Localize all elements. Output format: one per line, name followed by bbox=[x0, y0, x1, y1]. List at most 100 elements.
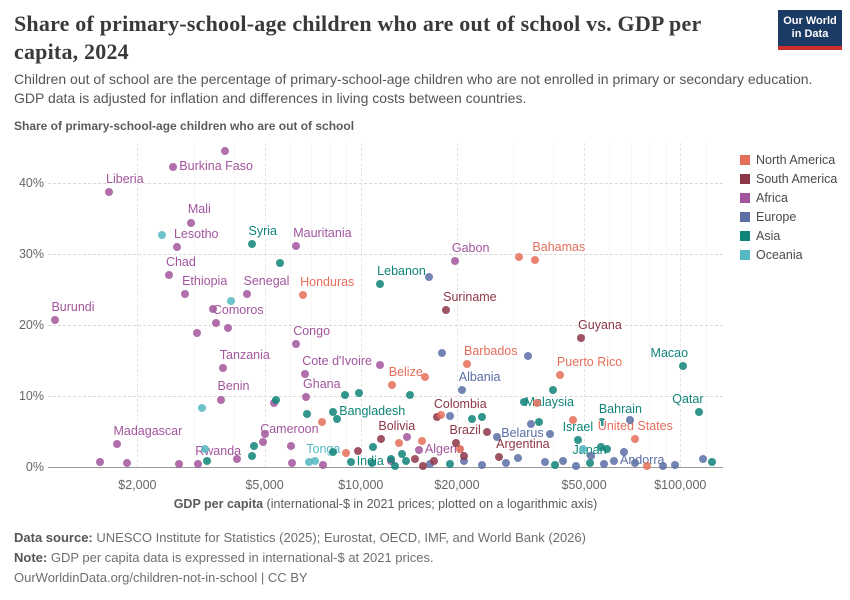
data-point-comoros[interactable] bbox=[211, 319, 220, 328]
data-point-puerto-rico[interactable] bbox=[555, 371, 564, 380]
data-point[interactable] bbox=[456, 444, 465, 453]
data-point-benin[interactable] bbox=[216, 395, 225, 404]
data-point[interactable] bbox=[200, 444, 209, 453]
data-point[interactable] bbox=[436, 411, 445, 420]
data-point[interactable] bbox=[514, 253, 523, 262]
data-point[interactable] bbox=[367, 459, 376, 468]
data-point[interactable] bbox=[459, 456, 468, 465]
country-label[interactable]: Cameroon bbox=[260, 422, 319, 437]
data-point-brazil[interactable] bbox=[482, 427, 491, 436]
country-label[interactable]: Chad bbox=[165, 255, 196, 270]
data-point[interactable] bbox=[586, 452, 595, 461]
data-point[interactable] bbox=[386, 454, 395, 463]
country-label[interactable]: Belize bbox=[388, 364, 423, 379]
data-point-japan[interactable] bbox=[585, 458, 594, 467]
data-point[interactable] bbox=[96, 458, 105, 466]
data-point[interactable] bbox=[328, 448, 337, 457]
data-point[interactable] bbox=[398, 449, 407, 458]
country-label[interactable]: Ghana bbox=[303, 377, 341, 392]
country-label[interactable]: Albania bbox=[458, 369, 501, 384]
data-point-belarus[interactable] bbox=[545, 429, 554, 438]
data-point-bolivia[interactable] bbox=[377, 434, 386, 443]
data-point[interactable] bbox=[619, 448, 628, 457]
data-point[interactable] bbox=[568, 416, 577, 425]
data-point-albania[interactable] bbox=[457, 385, 466, 394]
data-point[interactable] bbox=[342, 448, 351, 457]
data-point[interactable] bbox=[524, 352, 533, 361]
country-label[interactable]: Qatar bbox=[672, 392, 704, 407]
data-point[interactable] bbox=[559, 456, 568, 465]
legend-item-south-america[interactable]: South America bbox=[740, 169, 837, 188]
data-point[interactable] bbox=[445, 411, 454, 420]
data-point[interactable] bbox=[571, 461, 580, 470]
data-point-madagascar[interactable] bbox=[112, 440, 121, 449]
country-label[interactable]: Brazil bbox=[449, 423, 481, 438]
data-point-liberia[interactable] bbox=[105, 187, 113, 196]
country-label[interactable]: Mauritania bbox=[293, 225, 352, 240]
data-point[interactable] bbox=[599, 460, 608, 469]
data-point[interactable] bbox=[502, 458, 511, 467]
country-label[interactable]: Macao bbox=[650, 346, 689, 361]
country-label[interactable]: Senegal bbox=[243, 274, 290, 289]
data-point[interactable] bbox=[158, 231, 167, 240]
data-point[interactable] bbox=[333, 415, 342, 424]
data-point-bangladesh[interactable] bbox=[329, 408, 338, 417]
data-point[interactable] bbox=[406, 391, 415, 400]
data-point[interactable] bbox=[340, 391, 349, 400]
data-point[interactable] bbox=[630, 459, 639, 468]
data-point[interactable] bbox=[311, 456, 320, 465]
data-point[interactable] bbox=[540, 458, 549, 466]
data-point-burundi[interactable] bbox=[50, 315, 59, 324]
country-label[interactable]: Liberia bbox=[106, 171, 144, 186]
data-point-bahrain[interactable] bbox=[597, 417, 606, 426]
data-point[interactable] bbox=[451, 438, 460, 447]
country-label[interactable]: Andorra bbox=[619, 453, 665, 468]
country-label[interactable]: Argentina bbox=[496, 437, 550, 452]
data-point[interactable] bbox=[401, 456, 410, 465]
footer-url-line[interactable]: OurWorldinData.org/children-not-in-schoo… bbox=[14, 570, 308, 585]
data-point-guyana[interactable] bbox=[577, 334, 585, 343]
data-point[interactable] bbox=[520, 398, 529, 407]
data-point-senegal[interactable] bbox=[242, 290, 251, 299]
data-point[interactable] bbox=[224, 324, 233, 333]
data-point[interactable] bbox=[318, 417, 326, 426]
legend-item-asia[interactable]: Asia bbox=[740, 226, 837, 245]
data-point-mali[interactable] bbox=[186, 218, 195, 227]
data-point[interactable] bbox=[272, 395, 280, 404]
data-point[interactable] bbox=[459, 451, 468, 460]
data-point[interactable] bbox=[425, 273, 434, 282]
data-point[interactable] bbox=[249, 442, 258, 451]
data-point[interactable] bbox=[643, 461, 652, 470]
data-point-macao[interactable] bbox=[679, 362, 688, 371]
data-point-mauritania[interactable] bbox=[292, 241, 301, 250]
country-label[interactable]: Barbados bbox=[464, 343, 518, 358]
country-label[interactable]: Burundi bbox=[51, 299, 95, 314]
data-point[interactable] bbox=[376, 361, 385, 370]
data-point[interactable] bbox=[247, 451, 256, 460]
data-point[interactable] bbox=[418, 462, 427, 471]
owid-logo[interactable]: Our World in Data bbox=[778, 10, 842, 50]
data-point-bahamas[interactable] bbox=[531, 256, 540, 265]
country-label[interactable]: Lesotho bbox=[173, 227, 219, 242]
data-point-rwanda[interactable] bbox=[194, 460, 203, 469]
data-point-belize[interactable] bbox=[387, 380, 396, 389]
data-point[interactable] bbox=[670, 460, 679, 469]
country-label[interactable]: Bangladesh bbox=[339, 404, 406, 419]
data-point-argentina[interactable] bbox=[495, 453, 504, 461]
data-point[interactable] bbox=[597, 443, 606, 452]
data-point[interactable] bbox=[275, 259, 284, 267]
data-point-ghana[interactable] bbox=[302, 393, 310, 402]
data-point[interactable] bbox=[551, 460, 560, 469]
data-point-tanzania[interactable] bbox=[218, 364, 227, 373]
country-label[interactable]: Congo bbox=[293, 324, 331, 339]
data-point-cote-d-ivoire[interactable] bbox=[301, 369, 310, 378]
country-label[interactable]: Burkina Faso bbox=[179, 159, 253, 174]
data-point-honduras[interactable] bbox=[299, 291, 308, 299]
data-point-chad[interactable] bbox=[164, 271, 173, 280]
country-label[interactable]: Ethiopia bbox=[182, 274, 228, 289]
data-point[interactable] bbox=[233, 455, 241, 464]
data-point-andorra[interactable] bbox=[610, 457, 618, 466]
data-point-syria[interactable] bbox=[247, 239, 256, 248]
legend-item-africa[interactable]: Africa bbox=[740, 188, 837, 207]
data-point-congo[interactable] bbox=[292, 340, 301, 348]
